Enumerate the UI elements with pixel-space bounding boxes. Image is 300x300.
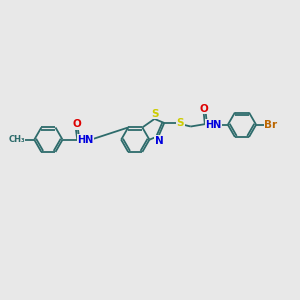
Text: S: S	[151, 109, 158, 119]
Text: O: O	[200, 103, 209, 113]
Text: O: O	[72, 119, 81, 129]
Text: HN: HN	[205, 120, 221, 130]
Text: Br: Br	[264, 120, 278, 130]
Text: HN: HN	[77, 135, 94, 145]
Text: CH₃: CH₃	[8, 135, 25, 144]
Text: N: N	[155, 136, 164, 146]
Text: S: S	[177, 118, 184, 128]
